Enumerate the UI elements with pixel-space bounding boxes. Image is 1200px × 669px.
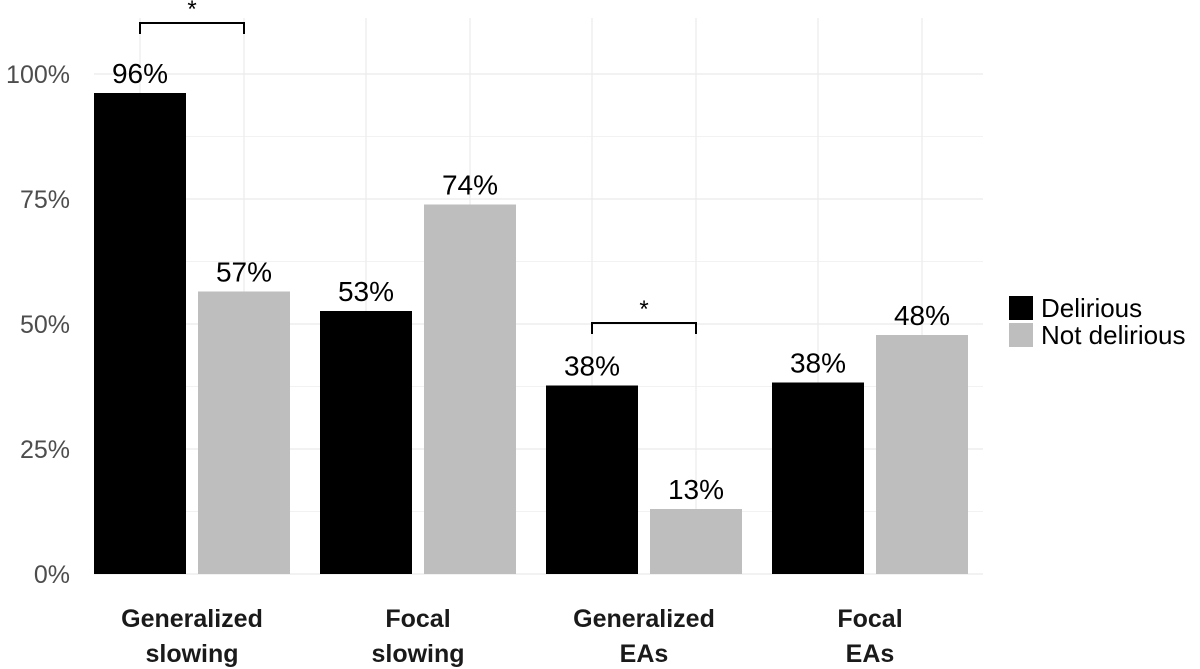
x-category-label: Focal xyxy=(837,605,902,633)
bars xyxy=(94,93,968,574)
significance-star: * xyxy=(187,0,196,23)
x-category-label: Generalized xyxy=(121,605,263,633)
y-tick-label: 100% xyxy=(6,61,70,89)
y-tick-label: 50% xyxy=(20,311,70,339)
bar-delirious xyxy=(94,93,186,574)
data-label: 48% xyxy=(894,300,950,331)
data-label: 38% xyxy=(564,351,620,382)
x-category-label: Generalized xyxy=(573,605,715,633)
legend-swatch xyxy=(1009,323,1033,347)
significance-star: * xyxy=(639,296,648,323)
data-label: 57% xyxy=(216,257,272,288)
data-label: 13% xyxy=(668,474,724,505)
significance-bracket: * xyxy=(591,296,697,334)
x-category-label: slowing xyxy=(145,640,238,668)
y-tick-label: 25% xyxy=(20,436,70,464)
bar-not-delirious xyxy=(424,204,516,574)
data-label: 96% xyxy=(112,58,168,89)
bracket-line xyxy=(139,22,245,34)
bar-not-delirious xyxy=(198,291,290,574)
x-category-label: slowing xyxy=(371,640,464,668)
bracket-line xyxy=(591,322,697,334)
legend-label: Not delirious xyxy=(1041,320,1186,350)
legend-swatch xyxy=(1009,296,1033,320)
data-label: 53% xyxy=(338,276,394,307)
y-tick-label: 0% xyxy=(34,561,70,589)
bar-delirious xyxy=(320,311,412,574)
legend-label: Delirious xyxy=(1041,293,1142,323)
bar-not-delirious xyxy=(650,509,742,574)
bar-not-delirious xyxy=(876,335,968,574)
bar-delirious xyxy=(546,385,638,574)
y-tick-label: 75% xyxy=(20,186,70,214)
data-label: 38% xyxy=(790,348,846,379)
bar-delirious xyxy=(772,382,864,574)
data-label: 74% xyxy=(442,170,498,201)
x-category-label: EAs xyxy=(620,640,669,668)
x-category-label: Focal xyxy=(385,605,450,633)
x-category-label: EAs xyxy=(846,640,895,668)
significance-bracket: * xyxy=(139,0,245,34)
